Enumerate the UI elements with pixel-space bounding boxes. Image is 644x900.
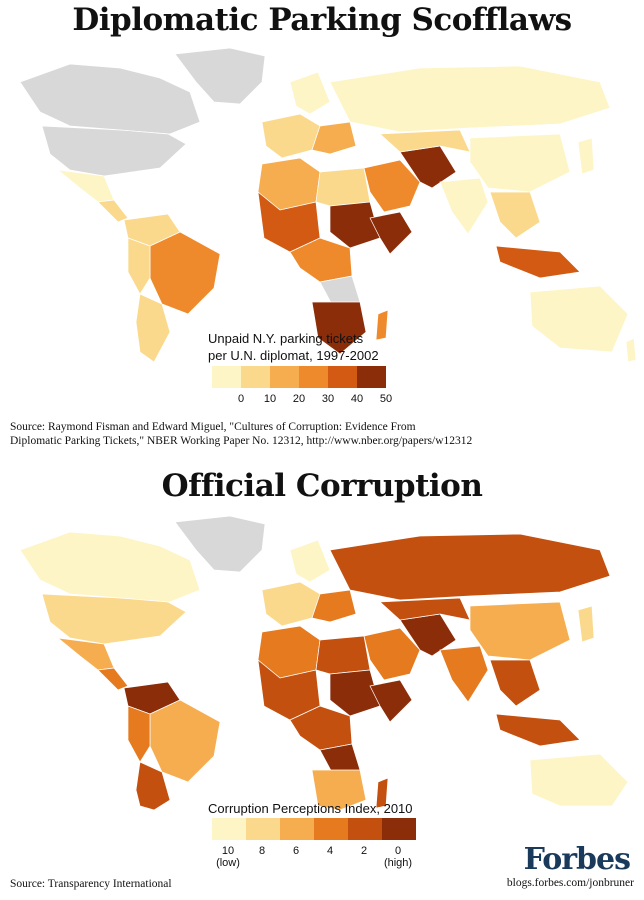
bottom-legend-high-label: (high)	[383, 857, 413, 869]
top-legend-tick: 50	[379, 393, 393, 405]
bottom-legend-tick: 8	[258, 845, 266, 857]
ethiopia-somalia-region	[369, 679, 413, 723]
top-legend-title-line1: Unpaid N.Y. parking tickets	[208, 331, 364, 346]
top-source-line2: Diplomatic Parking Tickets," NBER Workin…	[10, 435, 473, 447]
southeast-asia-region	[489, 659, 541, 707]
top-legend-title: Unpaid N.Y. parking tickets per U.N. dip…	[208, 330, 379, 364]
bottom-legend-swatch	[382, 818, 416, 840]
bottom-legend-tick: 6	[292, 845, 300, 857]
top-source: Source: Raymond Fisman and Edward Miguel…	[10, 420, 472, 448]
bottom-source: Source: Transparency International	[10, 878, 172, 890]
brazil-region	[149, 699, 221, 783]
argentina-chile-region	[135, 761, 171, 810]
peru-bolivia-region	[127, 705, 151, 763]
bottom-legend-low-label: (low)	[216, 857, 240, 869]
parking-tickets-world-map	[19, 47, 637, 362]
bottom-legend-ticks: 10 (low) 8 6 4 2 0 (high)	[196, 845, 412, 873]
middle-east-region	[363, 627, 421, 681]
top-legend-swatches	[212, 366, 386, 388]
usa-region	[41, 593, 187, 645]
central-asia-region	[379, 129, 471, 153]
greenland-region	[174, 47, 266, 105]
top-legend-swatch	[299, 366, 328, 388]
ethiopia-somalia-region	[369, 211, 413, 255]
greenland-region	[174, 515, 266, 573]
madagascar-region	[375, 777, 389, 809]
bottom-legend-title: Corruption Perceptions Index, 2010	[208, 801, 413, 816]
australia-region	[529, 753, 629, 807]
central-asia-region	[379, 597, 471, 621]
top-legend-swatch	[357, 366, 386, 388]
china-region	[469, 133, 571, 193]
brazil-region	[149, 231, 221, 315]
top-legend-swatch	[212, 366, 241, 388]
india-region	[439, 645, 489, 703]
central-america-region	[97, 667, 129, 691]
credit-link[interactable]: blogs.forbes.com/jonbruner	[506, 877, 634, 889]
top-map-title: Diplomatic Parking Scofflaws	[72, 2, 572, 38]
canada-region	[19, 63, 201, 135]
scandinavia-region	[289, 71, 331, 115]
russia-region	[329, 65, 611, 133]
indonesia-region	[495, 713, 581, 747]
top-legend-tick: 0	[237, 393, 245, 405]
japan-region	[577, 605, 595, 643]
top-legend-tick: 30	[321, 393, 335, 405]
western-europe-region	[261, 581, 321, 627]
bottom-legend-swatch	[212, 818, 246, 840]
libya-egypt-region	[315, 635, 371, 675]
australia-region	[529, 285, 629, 353]
madagascar-region	[375, 309, 389, 341]
top-legend-swatch	[241, 366, 270, 388]
bottom-legend-swatch	[314, 818, 348, 840]
bottom-legend-swatch	[246, 818, 280, 840]
top-legend-title-line2: per U.N. diplomat, 1997-2002	[208, 348, 379, 363]
new-zealand-region	[625, 337, 637, 362]
bottom-legend-tick: 2	[360, 845, 368, 857]
eastern-europe-region	[311, 121, 357, 155]
middle-east-region	[363, 159, 421, 213]
central-america-region	[97, 199, 129, 223]
bottom-legend-tick: 4	[326, 845, 334, 857]
bottom-legend-tick: 0 (high)	[381, 845, 415, 869]
eastern-europe-region	[311, 589, 357, 623]
southern-africa-region	[311, 301, 367, 355]
top-source-line1: Source: Raymond Fisman and Edward Miguel…	[10, 421, 416, 433]
libya-egypt-region	[315, 167, 371, 207]
usa-region	[41, 125, 187, 177]
russia-region	[329, 533, 611, 601]
canada-region	[19, 531, 201, 603]
western-europe-region	[261, 113, 321, 159]
southern-africa-region	[311, 769, 367, 810]
china-region	[469, 601, 571, 661]
indonesia-region	[495, 245, 581, 279]
bottom-map-title: Official Corruption	[161, 468, 483, 504]
top-legend-ticks: 0 10 20 30 40 50	[212, 393, 392, 407]
southeast-asia-region	[489, 191, 541, 239]
top-legend-swatch	[270, 366, 299, 388]
argentina-chile-region	[135, 293, 171, 362]
japan-region	[577, 137, 595, 175]
bottom-legend-swatch	[280, 818, 314, 840]
top-legend-tick: 40	[350, 393, 364, 405]
scandinavia-region	[289, 539, 331, 583]
peru-bolivia-region	[127, 237, 151, 295]
corruption-index-world-map	[19, 515, 629, 810]
forbes-logo: Forbes	[523, 842, 631, 877]
bottom-legend-tick: 10 (low)	[211, 845, 245, 869]
top-legend-tick: 10	[263, 393, 277, 405]
bottom-legend-swatches	[212, 818, 416, 840]
sudan-region	[329, 669, 381, 717]
india-region	[439, 177, 489, 235]
top-legend-swatch	[328, 366, 357, 388]
top-legend-tick: 20	[292, 393, 306, 405]
bottom-legend-swatch	[348, 818, 382, 840]
sudan-region	[329, 201, 381, 249]
